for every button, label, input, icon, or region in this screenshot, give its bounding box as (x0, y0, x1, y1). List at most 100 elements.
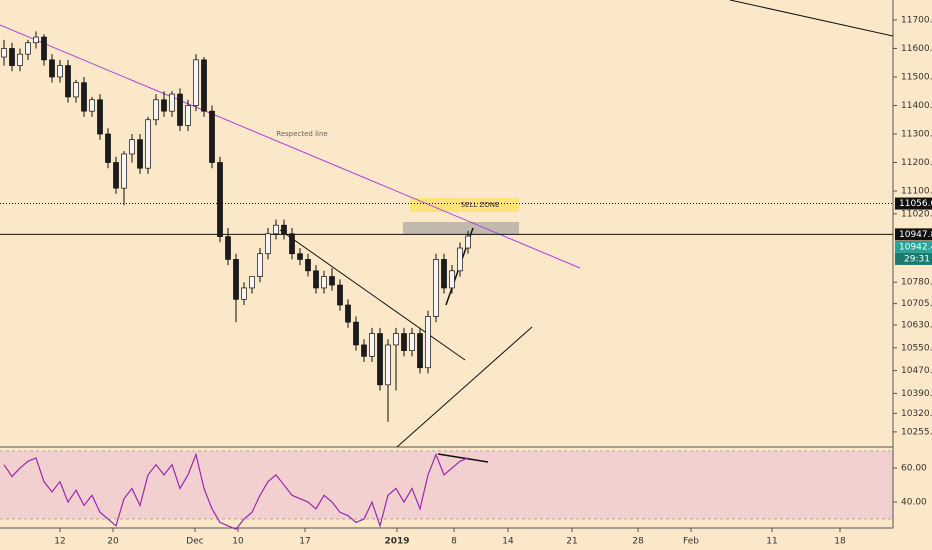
price-label-bg (895, 228, 932, 241)
candle-body (25, 42, 31, 55)
candle-body (345, 304, 351, 323)
drawn-line (437, 453, 489, 463)
candle-body (97, 99, 103, 135)
candle-body (153, 99, 159, 121)
candle-body (161, 99, 167, 112)
candle-body (17, 53, 23, 66)
candle-body (81, 82, 87, 112)
candle-body (329, 276, 335, 286)
candle-body (249, 276, 255, 289)
candle-body (377, 333, 383, 386)
rsi-band (0, 451, 893, 519)
price-label: 10947.8 (899, 230, 932, 240)
candle-body (41, 36, 47, 61)
candle-body (169, 93, 175, 112)
y-tick-label: 10470.0 (901, 366, 932, 376)
candle-body (57, 65, 63, 78)
candle-body (233, 259, 239, 300)
x-tick-label: Feb (683, 537, 699, 547)
y-tick-label: 11200.0 (901, 158, 932, 168)
candle-body (1, 48, 7, 58)
candle-body (185, 105, 191, 126)
rsi-line (3, 452, 469, 530)
candle-body (145, 119, 151, 169)
y-tick-label: 10780.0 (901, 278, 932, 288)
y-tick-label: 10705.0 (901, 299, 932, 309)
candle-body (9, 48, 15, 66)
candle-body (297, 253, 303, 260)
candle-body (105, 133, 111, 163)
y-tick-label: 10320.0 (901, 409, 932, 419)
candle-body (417, 333, 423, 369)
candle-body (49, 59, 55, 78)
candle-body (353, 321, 359, 346)
y-tick-label: 11400.0 (901, 101, 932, 111)
candle-body (113, 162, 119, 189)
x-tick-label: 2019 (384, 537, 409, 547)
candle-body (33, 36, 39, 44)
candle-body (209, 110, 215, 163)
countdown: 29:31 (904, 254, 930, 264)
candle-body (201, 59, 207, 112)
candle-body (449, 270, 455, 289)
candle-body (369, 333, 375, 357)
y-tick-label: 10550.0 (901, 343, 932, 353)
trend-label: Respected line (276, 130, 327, 138)
y-tick-label: 11100.0 (901, 187, 932, 197)
y-tick-label: 11500.0 (901, 72, 932, 82)
resistance-box (403, 222, 519, 234)
drawn-line (729, 0, 894, 37)
candle-body (265, 233, 271, 255)
y-tick-label: 10255.0 (901, 427, 932, 437)
x-tick-label: 12 (54, 537, 65, 547)
candle-body (273, 224, 279, 235)
candle-body (121, 153, 127, 189)
x-tick-label: 8 (451, 537, 457, 547)
y-tick-label: 11300.0 (901, 129, 932, 139)
x-tick-label: 20 (107, 537, 119, 547)
candle-body (241, 287, 247, 300)
candle-body (393, 333, 399, 346)
candle-body (313, 270, 319, 289)
countdown-bg (895, 252, 932, 265)
plot: 11700.0 11600.0 11500.0 11400.0 11300.0 11200… (0, 15, 932, 547)
candle-body (425, 316, 431, 369)
candle-body (281, 224, 287, 235)
last-price-bg (895, 240, 932, 253)
candle-body (305, 259, 311, 272)
candle-body (257, 253, 263, 277)
x-tick-label: 10 (232, 537, 244, 547)
candle-body (225, 236, 231, 260)
candle-body (337, 284, 343, 306)
y-tick-label: 11020.0 (901, 209, 932, 219)
y-tick-label: 11600.0 (901, 44, 932, 54)
x-tick-label: 28 (632, 537, 644, 547)
candle-body (217, 162, 223, 237)
x-tick-label: 14 (502, 537, 514, 547)
trend-line (0, 24, 581, 269)
candle-body (177, 93, 183, 126)
x-tick-label: 18 (834, 537, 846, 547)
candle-body (465, 235, 471, 249)
candle-body (321, 276, 327, 289)
rsi-tick-label: 60.00 (901, 464, 927, 474)
candle-body (441, 259, 447, 289)
last-price: 10942.4 (899, 242, 932, 252)
x-tick-label: 17 (299, 537, 310, 547)
sell-zone-label: SELL ZONE (461, 201, 500, 209)
price-label: 11056.0 (899, 199, 932, 209)
y-tick-label: 10630.0 (901, 320, 932, 330)
candle-body (289, 233, 295, 255)
candle-body (385, 344, 391, 386)
candle-body (89, 99, 95, 112)
y-tick-label: 10390.0 (901, 389, 932, 399)
y-tick-label: 11700.0 (901, 15, 932, 25)
candle-body (129, 139, 135, 155)
candle-body (65, 65, 71, 98)
candle-body (73, 82, 79, 98)
price-label-bg (895, 197, 932, 210)
candle-body (137, 139, 143, 169)
candle-body (193, 59, 199, 106)
x-tick-label: Dec (186, 537, 203, 547)
